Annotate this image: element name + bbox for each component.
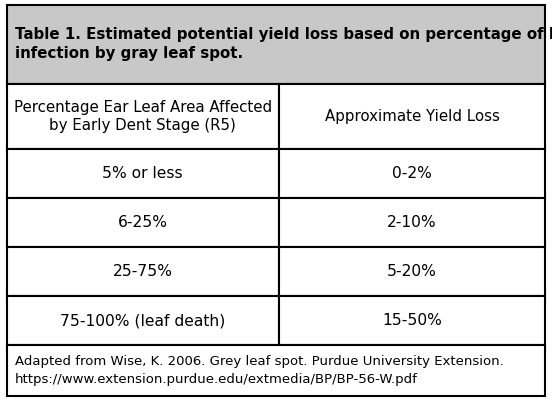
Text: 5% or less: 5% or less <box>102 166 183 181</box>
Text: Percentage Ear Leaf Area Affected
by Early Dent Stage (R5): Percentage Ear Leaf Area Affected by Ear… <box>14 100 272 133</box>
Text: 0-2%: 0-2% <box>392 166 432 181</box>
Text: Approximate Yield Loss: Approximate Yield Loss <box>325 109 500 124</box>
Bar <box>279 150 545 198</box>
Bar <box>7 247 279 296</box>
Bar <box>7 83 279 150</box>
Bar <box>7 198 279 247</box>
Text: 6-25%: 6-25% <box>118 215 168 230</box>
Bar <box>7 296 279 345</box>
Text: 2-10%: 2-10% <box>387 215 437 230</box>
Text: Table 1. Estimated potential yield loss based on percentage of leaf
infection by: Table 1. Estimated potential yield loss … <box>15 27 552 61</box>
Bar <box>7 150 279 198</box>
Text: Adapted from Wise, K. 2006. Grey leaf spot. Purdue University Extension.
https:/: Adapted from Wise, K. 2006. Grey leaf sp… <box>15 355 503 386</box>
Text: 15-50%: 15-50% <box>382 313 442 328</box>
Bar <box>7 5 545 83</box>
Bar <box>279 198 545 247</box>
Text: 75-100% (leaf death): 75-100% (leaf death) <box>60 313 225 328</box>
Text: 25-75%: 25-75% <box>113 264 173 279</box>
Bar <box>279 247 545 296</box>
Text: 5-20%: 5-20% <box>387 264 437 279</box>
Bar <box>279 296 545 345</box>
Bar <box>279 83 545 150</box>
Bar <box>7 345 545 396</box>
